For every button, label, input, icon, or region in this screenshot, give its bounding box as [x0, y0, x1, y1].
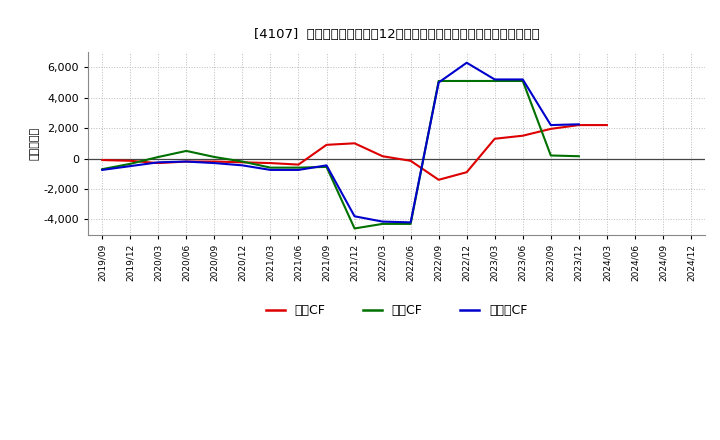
フリーCF: [518, 77, 527, 82]
営業CF: [350, 141, 359, 146]
営業CF: [210, 159, 219, 164]
フリーCF: [546, 122, 555, 128]
投資CF: [546, 153, 555, 158]
投資CF: [182, 148, 191, 154]
Line: 営業CF: 営業CF: [102, 125, 607, 180]
フリーCF: [154, 160, 163, 165]
フリーCF: [98, 167, 107, 172]
フリーCF: [210, 161, 219, 166]
営業CF: [546, 126, 555, 132]
投資CF: [238, 159, 247, 164]
Y-axis label: （百万円）: （百万円）: [30, 127, 40, 160]
営業CF: [154, 161, 163, 166]
Line: 投資CF: 投資CF: [102, 81, 579, 228]
投資CF: [323, 164, 331, 169]
フリーCF: [378, 219, 387, 224]
営業CF: [323, 142, 331, 147]
フリーCF: [406, 220, 415, 225]
投資CF: [154, 154, 163, 160]
投資CF: [490, 78, 499, 84]
フリーCF: [182, 159, 191, 164]
投資CF: [378, 221, 387, 227]
フリーCF: [462, 60, 471, 66]
投資CF: [210, 154, 219, 160]
フリーCF: [266, 167, 275, 172]
営業CF: [294, 162, 303, 167]
フリーCF: [490, 77, 499, 82]
営業CF: [98, 158, 107, 163]
フリーCF: [126, 164, 135, 169]
フリーCF: [294, 167, 303, 172]
フリーCF: [350, 214, 359, 219]
営業CF: [603, 122, 611, 128]
営業CF: [406, 158, 415, 163]
投資CF: [126, 161, 135, 166]
営業CF: [434, 177, 443, 183]
フリーCF: [323, 163, 331, 168]
投資CF: [266, 165, 275, 170]
フリーCF: [575, 122, 583, 127]
営業CF: [490, 136, 499, 141]
投資CF: [518, 78, 527, 84]
営業CF: [462, 169, 471, 175]
フリーCF: [434, 80, 443, 85]
営業CF: [238, 160, 247, 165]
Line: フリーCF: フリーCF: [102, 63, 579, 222]
営業CF: [378, 154, 387, 159]
投資CF: [98, 166, 107, 172]
投資CF: [294, 165, 303, 170]
営業CF: [266, 161, 275, 166]
投資CF: [350, 226, 359, 231]
フリーCF: [238, 163, 247, 168]
投資CF: [434, 78, 443, 84]
営業CF: [575, 122, 583, 128]
営業CF: [126, 158, 135, 163]
投資CF: [462, 78, 471, 84]
投資CF: [406, 221, 415, 227]
Legend: 営業CF, 投資CF, フリーCF: 営業CF, 投資CF, フリーCF: [261, 299, 532, 322]
営業CF: [182, 159, 191, 164]
投資CF: [575, 154, 583, 159]
営業CF: [518, 133, 527, 138]
Title: [4107]  キャッシュフローの12か月移動合計の対前年同期増減額の推移: [4107] キャッシュフローの12か月移動合計の対前年同期増減額の推移: [253, 28, 539, 41]
